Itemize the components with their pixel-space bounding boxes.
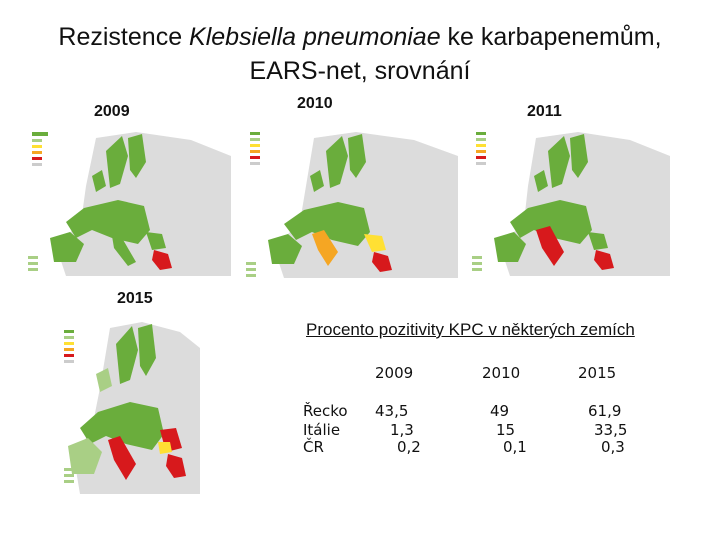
title-line-1: Rezistence Klebsiella pneumoniae ke karb…: [58, 23, 662, 51]
map-2010: [244, 126, 458, 278]
year-label-2011: 2011: [527, 103, 562, 120]
kpc-row-cz-label: ČR: [303, 438, 324, 456]
kpc-cz-2010: 0,1: [503, 438, 527, 456]
map-2011: [470, 126, 670, 276]
kpc-row-italy-label: Itálie: [303, 421, 341, 439]
kpc-greece-2009: 43,5: [375, 402, 409, 420]
kpc-table-title: Procento pozitivity KPC v některých zemí…: [306, 320, 635, 339]
year-label-2009: 2009: [94, 103, 130, 120]
kpc-greece-2015: 61,9: [588, 402, 622, 420]
slide-title: Rezistence Klebsiella pneumoniae ke karb…: [0, 20, 720, 88]
kpc-cz-2015: 0,3: [601, 438, 625, 456]
kpc-italy-2010: 15: [496, 421, 516, 439]
kpc-col-2010: 2010: [482, 364, 521, 382]
map-2009: [26, 126, 231, 276]
kpc-italy-2015: 33,5: [594, 421, 628, 439]
map-2015: [60, 318, 200, 494]
kpc-cz-2009: 0,2: [397, 438, 421, 456]
kpc-col-2009: 2009: [375, 364, 414, 382]
kpc-row-greece-label: Řecko: [303, 402, 348, 420]
kpc-italy-2009: 1,3: [390, 421, 414, 439]
year-label-2015: 2015: [117, 290, 153, 307]
year-label-2010: 2010: [297, 95, 333, 112]
title-line-2: EARS-net, srovnání: [249, 57, 471, 85]
kpc-greece-2010: 49: [490, 402, 510, 420]
kpc-col-2015: 2015: [578, 364, 617, 382]
